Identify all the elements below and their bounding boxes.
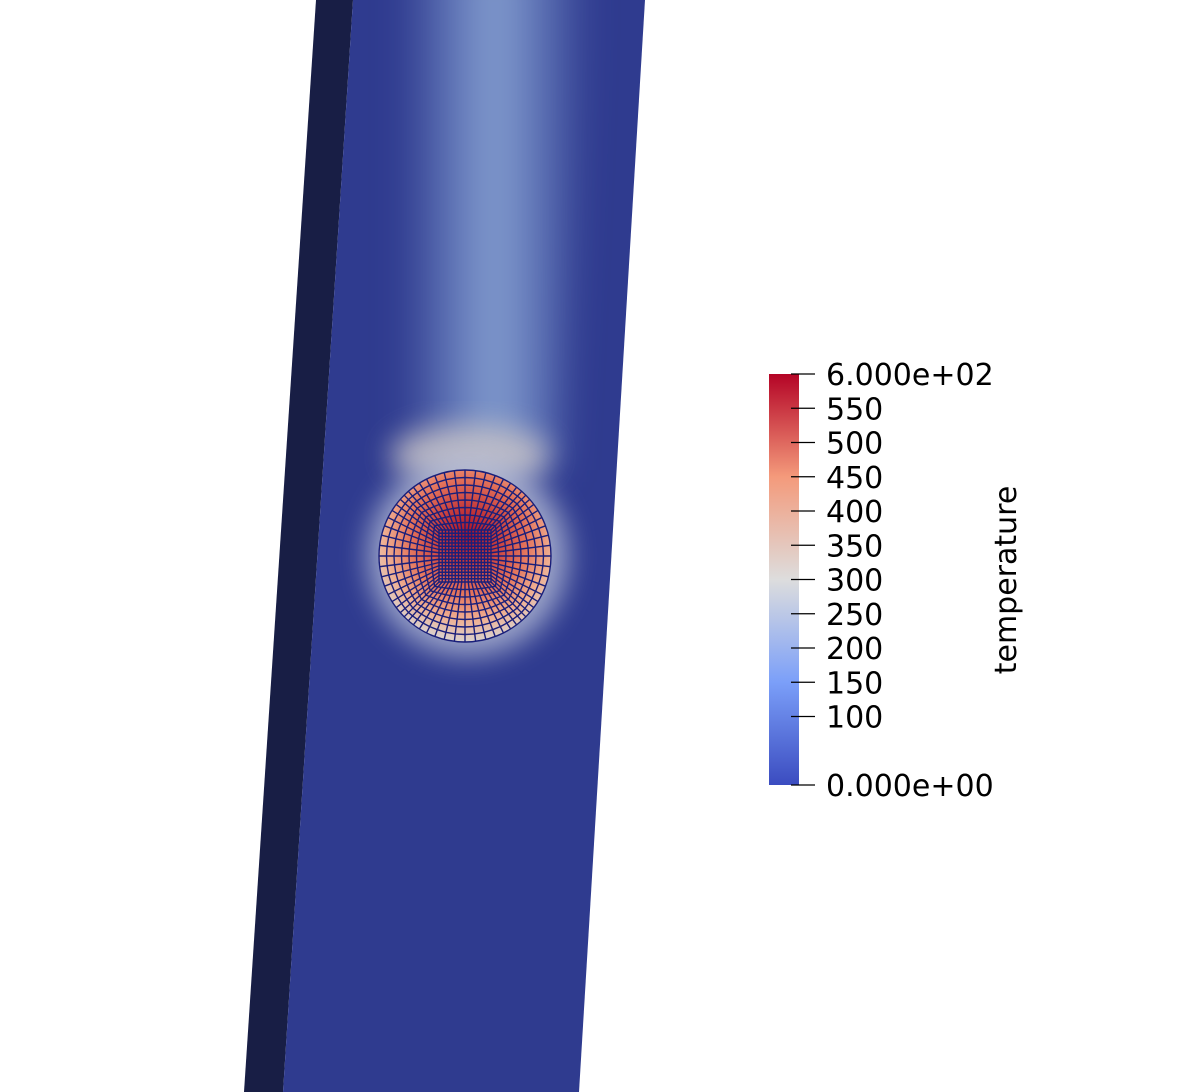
mesh-ring-line bbox=[415, 506, 515, 606]
mesh-ring-line bbox=[408, 499, 522, 613]
slab-side-face bbox=[244, 0, 353, 1092]
colorbar-tick-label: 500 bbox=[826, 427, 883, 462]
colorbar-tick-label: 100 bbox=[826, 701, 883, 736]
heat-trail bbox=[390, 0, 588, 485]
mesh-ring-line bbox=[393, 484, 537, 628]
colorbar-tick-label: 550 bbox=[826, 392, 883, 427]
colorbar-tick-label: 400 bbox=[826, 495, 883, 530]
mesh-ring-line bbox=[430, 521, 500, 591]
colorbar-tick-label: 250 bbox=[826, 598, 883, 633]
colorbar-title: temperature bbox=[989, 486, 1024, 675]
colorbar-tick-label: 450 bbox=[826, 461, 883, 496]
mesh-boundary bbox=[378, 469, 552, 643]
colorbar-tick-label: 6.000e+02 bbox=[826, 358, 994, 393]
colorbar-tick-label: 300 bbox=[826, 564, 883, 599]
colorbar-tick-label: 350 bbox=[826, 529, 883, 564]
mesh-ring-line bbox=[385, 476, 545, 636]
mesh-radial-line bbox=[403, 494, 440, 531]
mesh-ring-line bbox=[400, 491, 530, 621]
colorbar-tick-label: 200 bbox=[826, 632, 883, 667]
colorbar-tick-label: 150 bbox=[826, 666, 883, 701]
mesh-ring-line bbox=[423, 514, 507, 598]
colorbar-tick-label: 0.000e+00 bbox=[826, 769, 994, 804]
mesh-wireframe bbox=[379, 470, 551, 642]
